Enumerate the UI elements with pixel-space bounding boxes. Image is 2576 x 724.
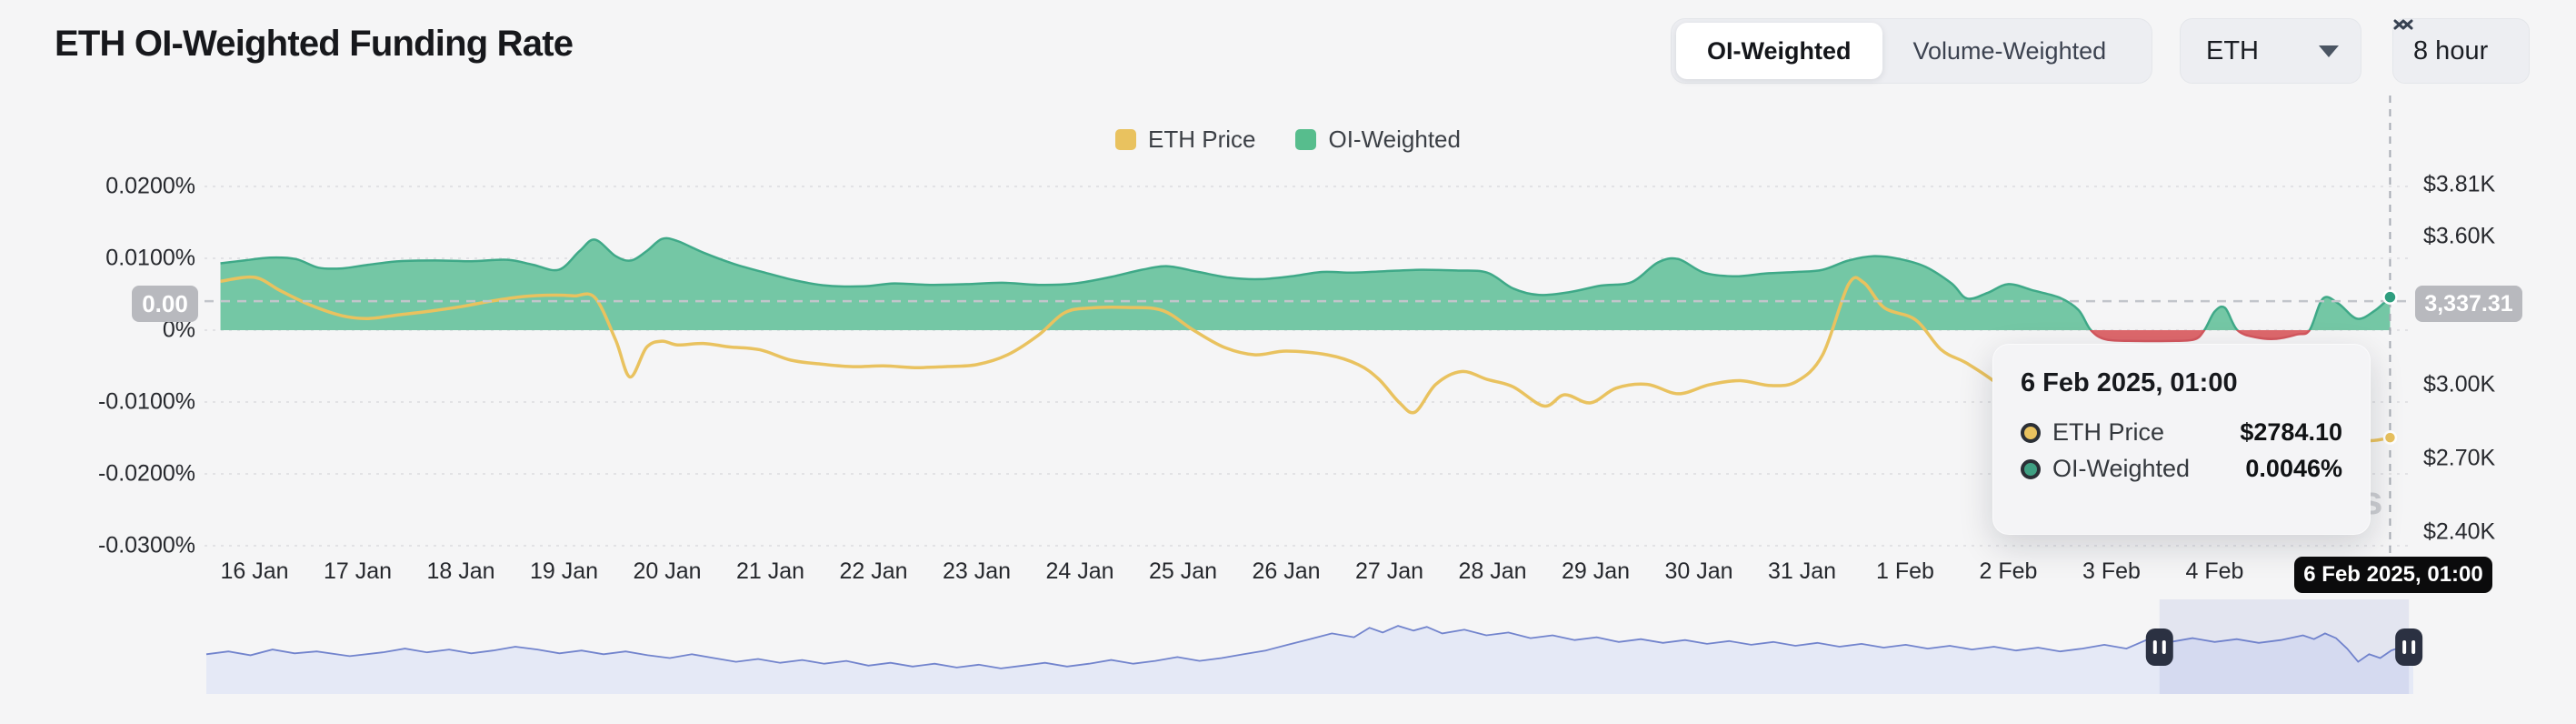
x-axis-tick: 26 Jan: [1252, 558, 1321, 584]
x-axis-tick: 24 Jan: [1045, 558, 1114, 584]
x-axis-tick: 20 Jan: [633, 558, 702, 584]
x-axis-tick: 27 Jan: [1354, 558, 1424, 584]
x-axis-tick: 19 Jan: [529, 558, 599, 584]
toggle-oi-weighted[interactable]: OI-Weighted: [1676, 23, 1882, 79]
y-axis-right-tick: $2.70K: [2423, 445, 2496, 471]
navigator-handle-left[interactable]: [2145, 628, 2173, 666]
eth-price-swatch: [1115, 129, 1137, 150]
y-axis-left-tick: -0.0100%: [97, 388, 195, 415]
navigator-track[interactable]: [206, 597, 2413, 697]
legend-item-oi-weighted[interactable]: OI-Weighted: [1295, 126, 1461, 154]
x-axis-tick: 25 Jan: [1148, 558, 1218, 584]
tooltip-row-eth-price: ETH Price $2784.10: [2021, 418, 2342, 447]
x-axis-tick: 16 Jan: [220, 558, 289, 584]
y-axis-right-tick: $3.00K: [2423, 371, 2496, 397]
x-axis-tick: 30 Jan: [1664, 558, 1733, 584]
x-axis-tick: 3 Feb: [2082, 558, 2141, 584]
toggle-volume-weighted[interactable]: Volume-Weighted: [1882, 23, 2138, 79]
chevron-down-icon: [2319, 45, 2339, 57]
navigator-handle-right[interactable]: [2395, 628, 2423, 666]
y-axis-left-tick: 0.0100%: [105, 245, 195, 271]
weighting-toggle: OI-Weighted Volume-Weighted: [1671, 18, 2152, 84]
y-axis-left-tick: -0.0200%: [97, 460, 195, 487]
x-axis-tick: 21 Jan: [735, 558, 805, 584]
current-price-badge: 3,337.31: [2415, 286, 2522, 322]
tooltip-series-value: $2784.10: [2240, 418, 2342, 446]
legend: ETH Price OI-Weighted: [0, 126, 2576, 154]
x-axis-tick: 29 Jan: [1561, 558, 1631, 584]
page-title: ETH OI-Weighted Funding Rate: [55, 24, 574, 64]
eth-price-dot-icon: [2021, 422, 2041, 443]
y-axis-right-tick: $2.40K: [2423, 518, 2496, 545]
interval-select[interactable]: 8 hour: [2392, 18, 2530, 84]
symbol-select[interactable]: ETH: [2180, 18, 2361, 84]
x-axis-tick: 1 Feb: [1876, 558, 1934, 584]
y-axis-right-tick: $3.81K: [2423, 171, 2496, 197]
x-axis-tick: 17 Jan: [323, 558, 393, 584]
legend-label: OI-Weighted: [1328, 126, 1461, 153]
tooltip-row-oi-weighted: OI-Weighted 0.0046%: [2021, 455, 2342, 483]
oi-weighted-swatch: [1295, 129, 1317, 150]
x-axis-tick: 31 Jan: [1767, 558, 1837, 584]
oi-weighted-dot-icon: [2021, 458, 2041, 479]
tooltip-series-name: OI-Weighted: [2052, 455, 2191, 482]
chart-tooltip: 6 Feb 2025, 01:00 ETH Price $2784.10 OI-…: [1992, 344, 2371, 535]
x-axis-tick: 28 Jan: [1458, 558, 1527, 584]
current-funding-badge: 0.00: [132, 286, 198, 322]
x-axis-tick: 22 Jan: [839, 558, 908, 584]
y-axis-left-tick: 0.0200%: [105, 173, 195, 199]
legend-item-eth-price[interactable]: ETH Price: [1115, 126, 1255, 154]
symbol-select-value: ETH: [2206, 35, 2259, 65]
x-axis-tick: 23 Jan: [942, 558, 1012, 584]
crosshair-date-pill: 6 Feb 2025, 01:00: [2294, 557, 2492, 593]
tooltip-date: 6 Feb 2025, 01:00: [2021, 368, 2238, 397]
y-axis-left-tick: -0.0300%: [97, 532, 195, 558]
y-axis-right-tick: $3.60K: [2423, 223, 2496, 249]
x-axis-tick: 18 Jan: [426, 558, 495, 584]
interval-select-value: 8 hour: [2413, 35, 2489, 65]
tooltip-series-name: ETH Price: [2052, 418, 2165, 446]
x-axis-tick: 2 Feb: [1979, 558, 2038, 584]
x-axis-tick: 4 Feb: [2185, 558, 2244, 584]
legend-label: ETH Price: [1148, 126, 1256, 153]
tooltip-series-value: 0.0046%: [2245, 455, 2342, 482]
